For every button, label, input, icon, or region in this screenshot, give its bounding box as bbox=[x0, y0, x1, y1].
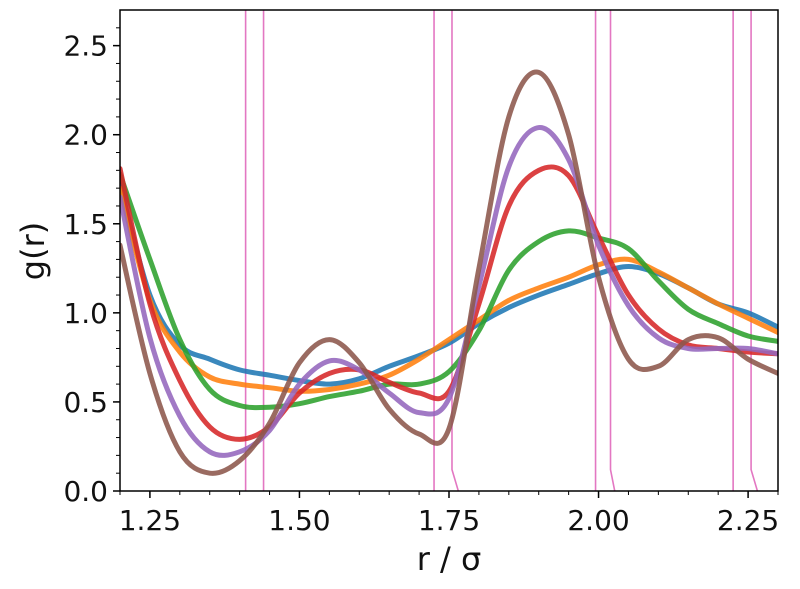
series-line-series-3 bbox=[120, 171, 778, 411]
series-group bbox=[120, 69, 778, 476]
series-line-series-5 bbox=[120, 125, 778, 458]
x-tick-label: 1.50 bbox=[268, 504, 330, 537]
y-tick-label: 0.0 bbox=[63, 475, 108, 508]
x-tick-label: 2.25 bbox=[717, 504, 779, 537]
y-tick-label: 1.5 bbox=[63, 208, 108, 241]
y-axis-label: g(r) bbox=[14, 222, 52, 280]
y-tick-label: 2.5 bbox=[63, 30, 108, 63]
x-tick-label: 2.00 bbox=[567, 504, 629, 537]
y-tick-label: 2.0 bbox=[63, 119, 108, 152]
x-tick-label: 1.75 bbox=[418, 504, 480, 537]
series-line-series-2 bbox=[120, 185, 778, 394]
series-line-series-6 bbox=[120, 69, 778, 476]
x-axis: 1.25 1.50 1.75 2.00 2.25 bbox=[119, 491, 779, 537]
y-tick-label: 0.5 bbox=[63, 386, 108, 419]
x-tick-label: 1.25 bbox=[119, 504, 181, 537]
vertical-line bbox=[451, 10, 460, 491]
vertical-lines-group bbox=[244, 10, 759, 491]
vertical-line bbox=[609, 10, 616, 491]
y-tick-label: 1.0 bbox=[63, 297, 108, 330]
x-axis-label: r / σ bbox=[417, 540, 482, 578]
y-axis: 0.0 0.5 1.0 1.5 2.0 2.5 bbox=[63, 27, 120, 508]
series-line-series-4 bbox=[120, 164, 778, 442]
vertical-line bbox=[750, 10, 759, 491]
